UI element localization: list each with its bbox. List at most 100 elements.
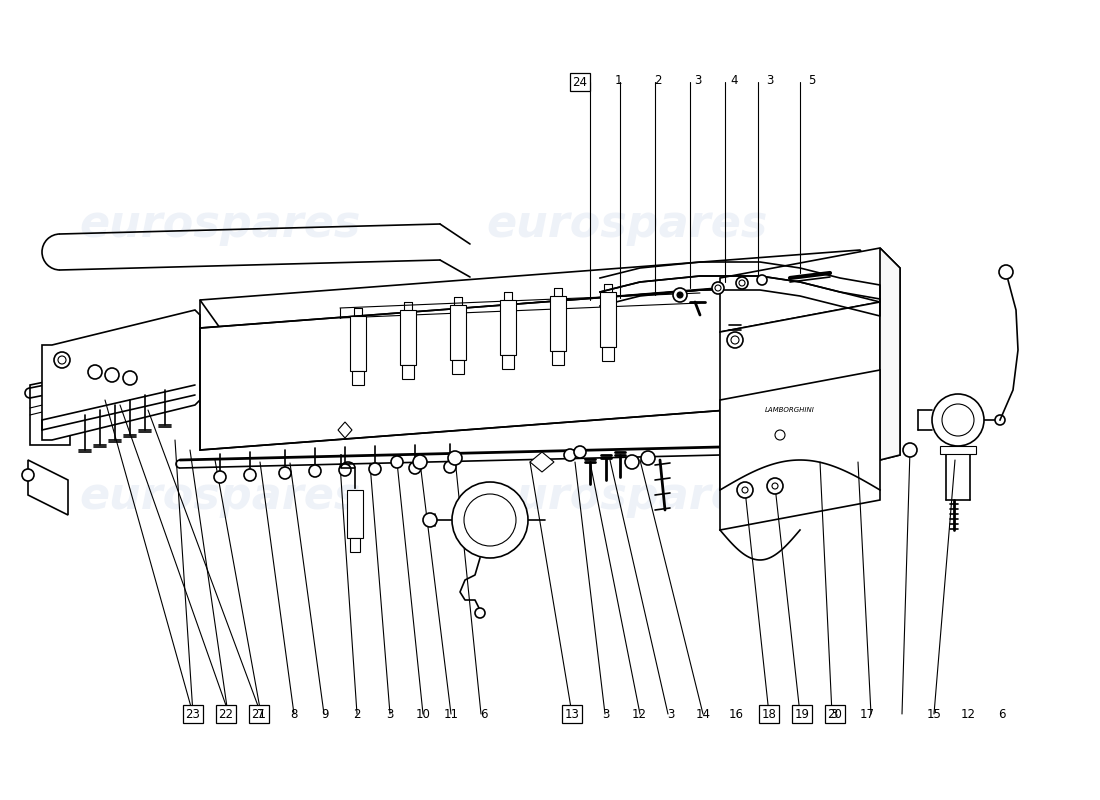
Circle shape [54,352,70,368]
Circle shape [932,394,984,446]
Text: 22: 22 [219,707,233,721]
Circle shape [999,265,1013,279]
Circle shape [736,277,748,289]
Circle shape [390,456,403,468]
Text: 15: 15 [926,707,942,721]
Text: 10: 10 [416,707,430,721]
Polygon shape [30,350,200,445]
Text: 9: 9 [321,707,329,721]
Circle shape [757,275,767,285]
Circle shape [244,469,256,481]
Circle shape [309,465,321,477]
Circle shape [903,443,917,457]
Polygon shape [720,248,900,460]
Circle shape [673,288,688,302]
Text: eurospares: eurospares [79,202,361,246]
Text: 4: 4 [730,74,738,86]
Text: 6: 6 [481,707,487,721]
Circle shape [104,368,119,382]
Circle shape [942,404,974,436]
Text: 5: 5 [808,74,816,86]
Circle shape [996,415,1005,425]
Circle shape [279,467,292,479]
Circle shape [409,462,421,474]
Text: 3: 3 [386,707,394,721]
Text: eurospares: eurospares [486,474,768,518]
Circle shape [88,365,102,379]
Text: eurospares: eurospares [79,474,361,518]
Circle shape [574,446,586,458]
Text: 12: 12 [960,707,976,721]
Bar [452,360,464,374]
Polygon shape [338,422,352,438]
Circle shape [424,513,437,527]
Circle shape [737,482,754,498]
Circle shape [448,451,462,465]
Bar [552,351,564,365]
Circle shape [464,494,516,546]
Circle shape [739,280,745,286]
Circle shape [339,464,351,476]
Text: 20: 20 [827,707,843,721]
Circle shape [564,449,576,461]
Text: 2: 2 [353,707,361,721]
Circle shape [641,451,654,465]
Polygon shape [720,370,880,530]
Text: 19: 19 [794,707,810,721]
Text: 16: 16 [728,707,744,721]
Text: LAMBORGHINI: LAMBORGHINI [766,407,815,413]
Circle shape [772,483,778,489]
Text: 3: 3 [767,74,773,86]
Circle shape [676,292,683,298]
Bar [550,296,566,351]
Text: 13: 13 [564,707,580,721]
Bar [346,490,363,538]
Bar [600,292,616,347]
Circle shape [767,478,783,494]
Circle shape [732,336,739,344]
Circle shape [776,430,785,440]
Text: 14: 14 [695,707,711,721]
Circle shape [727,332,742,348]
Circle shape [368,463,381,475]
Bar [352,371,364,385]
Bar [350,538,360,552]
Text: eurospares: eurospares [486,202,768,246]
Circle shape [715,285,720,291]
Circle shape [22,469,34,481]
Circle shape [412,455,427,469]
Text: 8: 8 [290,707,298,721]
Polygon shape [880,248,900,460]
Text: 17: 17 [859,707,874,721]
Text: 3: 3 [668,707,674,721]
Text: 7: 7 [257,707,265,721]
Bar [450,305,466,360]
Circle shape [712,282,724,294]
Text: 12: 12 [631,707,647,721]
Circle shape [452,482,528,558]
Circle shape [475,608,485,618]
Bar [400,310,416,365]
Circle shape [742,487,748,493]
Circle shape [625,455,639,469]
Polygon shape [200,278,880,450]
Polygon shape [42,310,200,440]
Bar [402,365,414,379]
Text: 18: 18 [761,707,777,721]
Circle shape [58,356,66,364]
Text: 3: 3 [694,74,702,86]
Circle shape [444,461,456,473]
Bar [350,316,366,371]
Text: 6: 6 [999,707,1005,721]
Polygon shape [200,250,880,328]
Text: 11: 11 [443,707,459,721]
Text: 23: 23 [186,707,200,721]
Text: 24: 24 [572,75,587,89]
Bar [500,300,516,355]
Polygon shape [530,452,554,472]
Polygon shape [720,302,880,490]
Text: 3: 3 [830,707,838,721]
Circle shape [123,371,138,385]
Text: 2: 2 [654,74,662,86]
Polygon shape [28,460,68,515]
